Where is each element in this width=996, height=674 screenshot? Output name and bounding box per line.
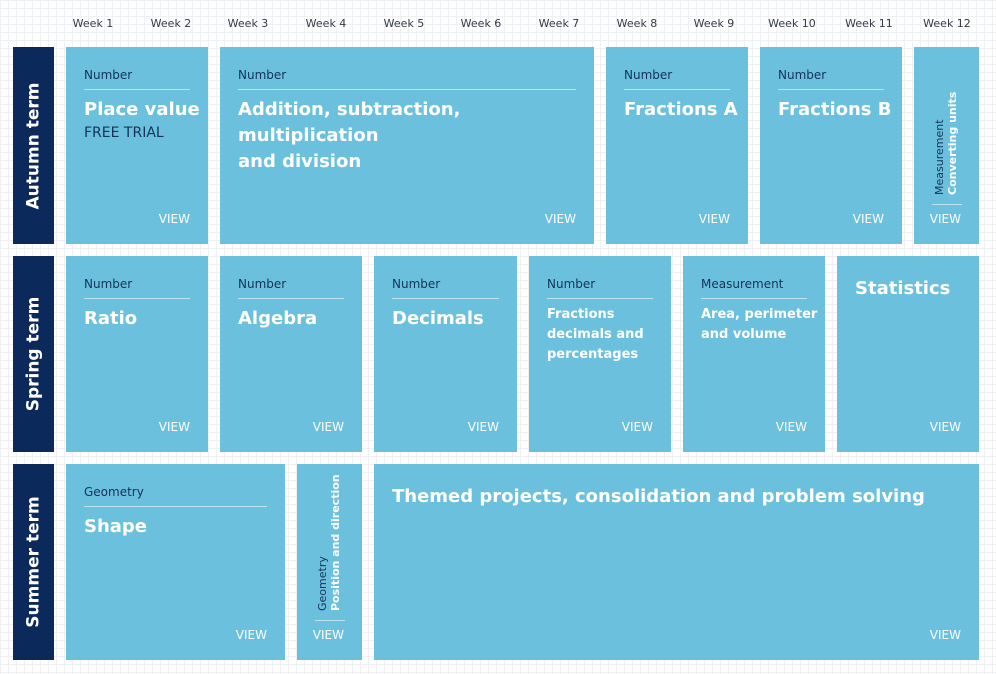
vertical-unit-text: Geometry Position and direction [316,474,342,611]
view-link[interactable]: VIEW [621,420,653,434]
unit-card-fractions-b[interactable]: Number Fractions B VIEW [760,47,902,244]
unit-title-line: Area, perimeter [701,307,818,322]
unit-card-shape[interactable]: Geometry Shape VIEW [66,464,285,660]
unit-card-four-operations[interactable]: Number Addition, subtraction, multiplica… [220,47,594,244]
unit-category: Number [84,277,190,299]
unit-title: Decimals [392,308,484,329]
view-link[interactable]: VIEW [467,420,499,434]
unit-category: Measurement [701,277,807,299]
week-label: Week 5 [383,17,425,30]
unit-title-line: Addition, subtraction, multiplication [238,99,461,146]
view-link[interactable]: VIEW [312,628,344,642]
unit-category: Number [624,68,730,90]
unit-title: Themed projects, consolidation and probl… [392,486,925,507]
view-link[interactable]: VIEW [929,628,961,642]
view-link[interactable]: VIEW [775,420,807,434]
term-label-text: Summer term [23,496,44,628]
unit-title: Converting units [946,91,959,195]
view-link[interactable]: VIEW [235,628,267,642]
view-link[interactable]: VIEW [544,212,576,226]
unit-card-algebra[interactable]: Number Algebra VIEW [220,256,362,452]
unit-title: Fractions decimals and percentages [547,305,644,365]
view-link[interactable]: VIEW [312,420,344,434]
view-link[interactable]: VIEW [929,420,961,434]
term-label-text: Autumn term [23,82,44,209]
unit-card-ratio[interactable]: Number Ratio VIEW [66,256,208,452]
unit-category: Geometry [84,485,267,507]
week-label: Week 12 [923,17,971,30]
unit-card-converting-units[interactable]: Measurement Converting units VIEW [914,47,979,244]
unit-title: Statistics [855,278,951,299]
week-label: Week 8 [616,17,658,30]
view-link[interactable]: VIEW [158,212,190,226]
unit-category: Number [778,68,884,90]
view-link[interactable]: VIEW [158,420,190,434]
unit-card-statistics[interactable]: Statistics VIEW [837,256,979,452]
view-link[interactable]: VIEW [698,212,730,226]
week-label: Week 10 [768,17,816,30]
unit-title: Addition, subtraction, multiplication an… [238,97,594,175]
unit-card-themed-projects[interactable]: Themed projects, consolidation and probl… [374,464,979,660]
term-label-spring: Spring term [13,256,54,452]
week-label: Week 1 [72,17,114,30]
week-label: Week 7 [538,17,580,30]
unit-category: Number [392,277,499,299]
unit-title-line: percentages [547,347,639,362]
unit-card-place-value[interactable]: Number Place value FREE TRIAL VIEW [66,47,208,244]
unit-category: Number [84,68,190,90]
unit-category: Number [238,68,576,90]
unit-title: Shape [84,516,148,537]
unit-card-fractions-a[interactable]: Number Fractions A VIEW [606,47,748,244]
unit-title-line: and division [238,151,362,172]
divider [932,204,962,205]
week-label: Week 9 [693,17,735,30]
unit-card-area-perimeter-volume[interactable]: Measurement Area, perimeter and volume V… [683,256,825,452]
unit-title: Position and direction [329,474,342,611]
term-label-summer: Summer term [13,464,54,660]
unit-title: Place value [84,99,200,120]
term-label-text: Spring term [23,296,44,412]
view-link[interactable]: VIEW [852,212,884,226]
unit-title-line: and volume [701,327,787,342]
term-label-autumn: Autumn term [13,47,54,244]
unit-title-line: Fractions [547,307,615,322]
unit-category: Number [238,277,344,299]
vertical-unit-text: Measurement Converting units [933,92,959,195]
view-link[interactable]: VIEW [929,212,961,226]
week-label: Week 11 [845,17,893,30]
unit-category: Geometry [316,556,329,611]
unit-title: Ratio [84,308,138,329]
unit-title: Algebra [238,308,318,329]
unit-title: Area, perimeter and volume [701,305,817,345]
divider [315,620,345,621]
unit-card-position-direction[interactable]: Geometry Position and direction VIEW [297,464,362,660]
unit-category: Measurement [933,119,946,195]
unit-title: Fractions B [778,99,892,120]
week-label: Week 4 [305,17,347,30]
unit-card-decimals[interactable]: Number Decimals VIEW [374,256,517,452]
free-trial-badge: FREE TRIAL [84,125,164,141]
week-label: Week 3 [227,17,269,30]
unit-title: Fractions A [624,99,738,120]
unit-category: Number [547,277,653,299]
unit-card-fractions-decimals-percentages[interactable]: Number Fractions decimals and percentage… [529,256,671,452]
week-label: Week 2 [150,17,192,30]
unit-title-line: decimals and [547,327,644,342]
week-label: Week 6 [460,17,502,30]
